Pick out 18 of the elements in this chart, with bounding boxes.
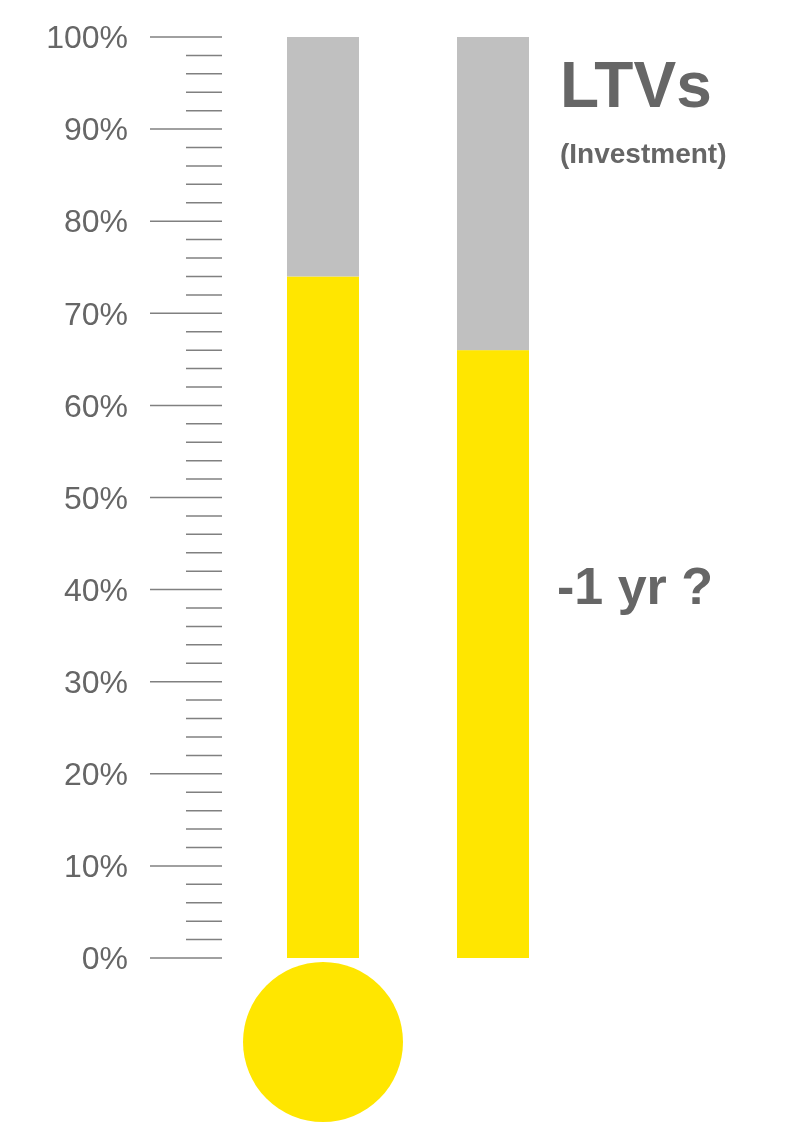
y-tick-label: 80% (63, 203, 128, 240)
y-tick-label: 40% (63, 571, 128, 608)
y-tick-label: 30% (63, 663, 128, 700)
bar (457, 37, 529, 351)
bar (287, 276, 359, 958)
y-tick-label: 20% (63, 756, 128, 792)
y-tick-label: 70% (63, 295, 128, 332)
y-tick-label: 90% (63, 111, 128, 148)
text: (Investment) (560, 138, 727, 169)
bar (287, 37, 359, 277)
y-tick-label: 0% (81, 940, 128, 977)
chart-title: LTVs (560, 49, 712, 121)
y-tick-label: 50% (63, 479, 128, 516)
bar (457, 350, 529, 958)
y-tick-label: 60% (63, 387, 128, 424)
y-tick-label: 10% (63, 848, 128, 885)
annotation: -1 yr ? (557, 557, 714, 615)
y-tick-label: 100% (46, 19, 128, 56)
